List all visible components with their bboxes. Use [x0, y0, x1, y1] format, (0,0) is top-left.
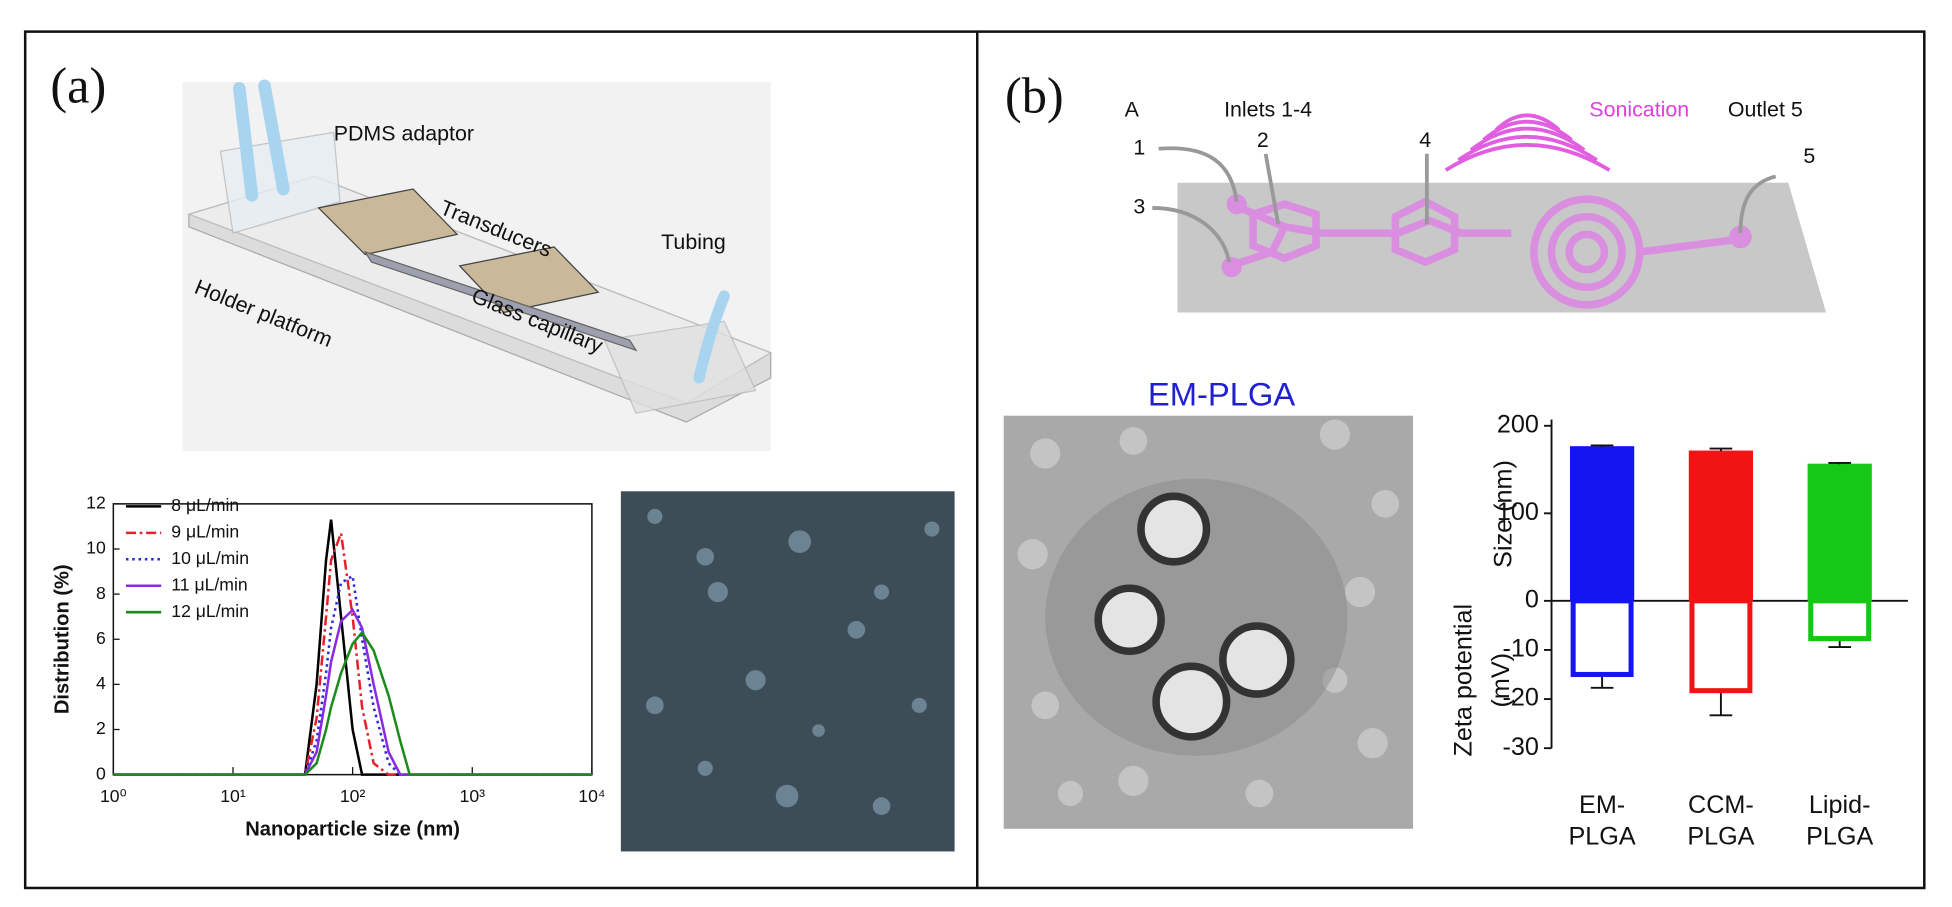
error-bar: [1590, 444, 1614, 447]
y-tick-label: 10: [86, 538, 106, 558]
error-bar: [1828, 462, 1852, 465]
y-tick-label: 4: [96, 673, 106, 693]
microfluidic-diagram: [1152, 113, 1827, 313]
x-tick-label: PLGA: [1569, 822, 1636, 850]
bar-chart: 0 100 200 -30 -20 -10 Size (nm) Zeta potential (…: [1449, 410, 1908, 850]
series-line: [113, 532, 592, 776]
x-tick-label: 10²: [340, 786, 366, 806]
series-line: [113, 607, 592, 776]
diagram-label: 5: [1803, 144, 1815, 168]
bar: [1807, 463, 1872, 602]
bar: [1808, 598, 1872, 642]
y-tick-label: 12: [86, 493, 106, 513]
error-bar: [1590, 676, 1614, 689]
x-tick-label: PLGA: [1687, 822, 1754, 850]
error-bar: [1709, 447, 1733, 452]
series-line: [113, 574, 592, 776]
y-tick-label: -10: [1503, 635, 1539, 663]
x-tick-label: PLGA: [1806, 822, 1873, 850]
y-tick-label: 8: [96, 583, 106, 603]
series-line: [113, 630, 592, 776]
legend-label: 10 μL/min: [171, 548, 249, 568]
diagram-label: 1: [1133, 135, 1145, 159]
diagram-label: 3: [1133, 195, 1145, 219]
diagram-label: 4: [1419, 128, 1431, 152]
legend-label: 8 μL/min: [171, 495, 239, 515]
y-tick-label: 0: [1525, 586, 1539, 614]
y2-axis-label: (mV): [1487, 653, 1515, 708]
device-label: PDMS adaptor: [334, 122, 474, 146]
bar: [1570, 598, 1634, 677]
y-axis-label: Size (nm): [1490, 460, 1518, 568]
x-axis-label: Nanoparticle size (nm): [245, 818, 460, 840]
legend-label: 11 μL/min: [171, 574, 247, 594]
x-tick-label: 10⁴: [578, 786, 605, 806]
tem-image: [1003, 415, 1413, 829]
diagram-label: 2: [1257, 128, 1269, 152]
legend-label: 12 μL/min: [171, 601, 249, 621]
y-axis-label: Distribution (%): [51, 564, 73, 714]
y2-axis-label: Zeta potential: [1449, 604, 1477, 757]
image-title: EM-PLGA: [1148, 375, 1296, 412]
x-tick-label: Lipid-: [1809, 791, 1871, 819]
y-tick-label: -20: [1503, 684, 1539, 712]
x-tick-label: 10¹: [220, 786, 246, 806]
x-tick-label: CCM-: [1688, 791, 1754, 819]
y-tick-label: 200: [1497, 410, 1539, 438]
y-tick-label: 100: [1497, 498, 1539, 526]
y-tick-label: 0: [96, 763, 106, 783]
panel-label: (b): [1005, 67, 1064, 123]
diagram-label: Sonication: [1589, 98, 1689, 122]
x-tick-label: 10³: [460, 786, 486, 806]
diagram-label: Inlets 1-4: [1224, 98, 1312, 122]
y-tick-label: -30: [1503, 733, 1539, 761]
panel-label: (a): [50, 57, 106, 113]
y-tick-label: 2: [96, 718, 106, 738]
device-label: Tubing: [661, 230, 726, 254]
x-tick-label: 10⁰: [100, 786, 127, 806]
legend-label: 9 μL/min: [171, 521, 239, 541]
bar: [1689, 598, 1753, 694]
bar: [1569, 446, 1635, 602]
error-bar: [1828, 641, 1852, 648]
bar: [1688, 450, 1754, 602]
distribution-chart: 0 2 4 6 8 10 12 10⁰ 10¹ 10² 10³ 10⁴ Nanoparticle siz…: [51, 493, 605, 841]
diagram-label: Outlet 5: [1728, 98, 1803, 122]
diagram-label: A: [1125, 98, 1140, 122]
y-tick-label: 6: [96, 628, 106, 648]
device-illustration: [182, 79, 773, 451]
figure-border: [23, 30, 1926, 890]
x-tick-label: EM-: [1579, 791, 1625, 819]
sem-image: [620, 491, 955, 852]
error-bar: [1709, 693, 1733, 717]
